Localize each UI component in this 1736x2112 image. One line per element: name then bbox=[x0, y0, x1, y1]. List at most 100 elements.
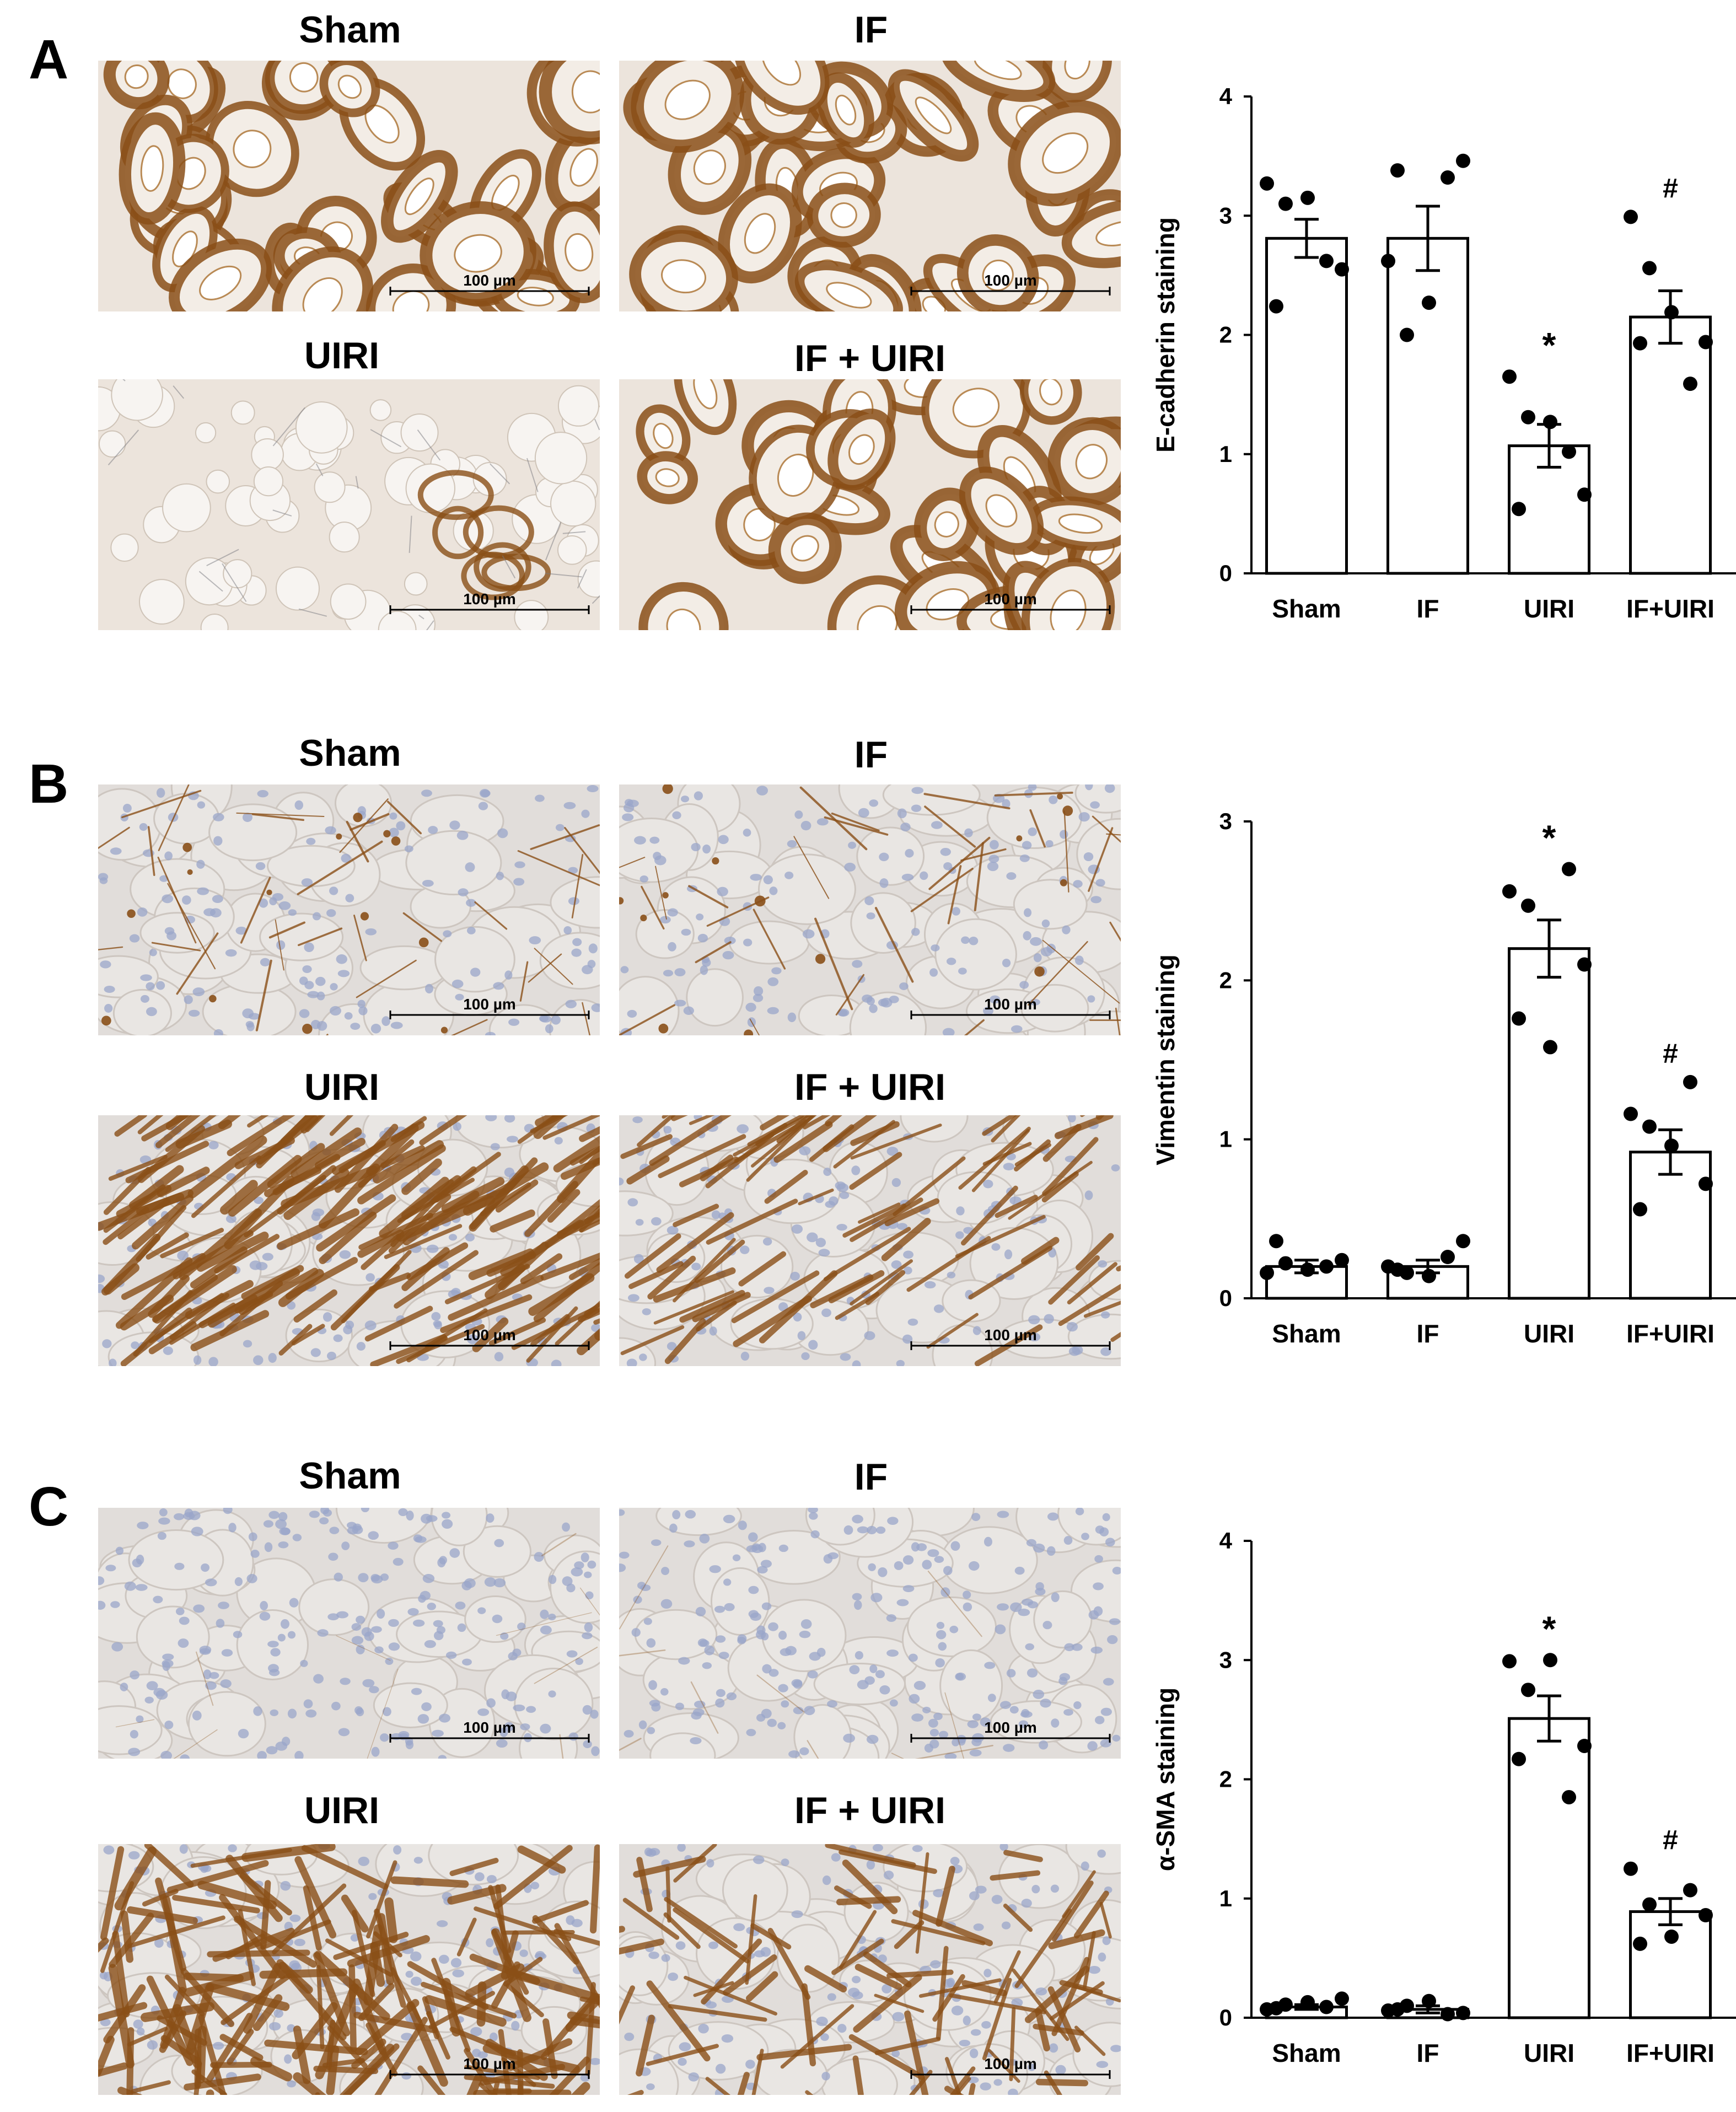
image-label-b-if-uiri: IF + UIRI bbox=[794, 1066, 945, 1108]
data-point bbox=[1456, 153, 1470, 168]
bar bbox=[1629, 315, 1712, 575]
x-tick-label: IF bbox=[1417, 594, 1439, 623]
data-point bbox=[1502, 884, 1517, 899]
micrograph-a-sham: 100 µm bbox=[98, 61, 600, 311]
data-point bbox=[1624, 1106, 1638, 1121]
image-label-c-if: IF bbox=[854, 1456, 888, 1498]
data-point bbox=[1664, 305, 1679, 320]
significance-marker: # bbox=[1663, 1825, 1678, 1856]
data-point bbox=[1699, 1908, 1713, 1923]
x-tick-label: IF+UIRI bbox=[1626, 2039, 1714, 2067]
data-point bbox=[1642, 1119, 1657, 1134]
micrograph-drawing: 100 µm bbox=[98, 1844, 600, 2095]
data-point bbox=[1521, 1683, 1535, 1697]
micrograph-c-if-uiri: 100 µm bbox=[619, 1844, 1121, 2095]
data-point bbox=[1441, 2007, 1455, 2022]
panel-letter-b: B bbox=[29, 753, 69, 815]
data-point bbox=[1577, 487, 1592, 502]
micrograph-b-uiri: 100 µm bbox=[98, 1115, 600, 1366]
scale-bar-label: 100 µm bbox=[984, 272, 1037, 289]
micrograph-a-if-uiri: 100 µm bbox=[619, 379, 1121, 630]
y-tick-label: 0 bbox=[1219, 2004, 1232, 2030]
data-point bbox=[1422, 1269, 1436, 1283]
data-point bbox=[1319, 2000, 1334, 2014]
data-point bbox=[1260, 176, 1274, 191]
data-point bbox=[1683, 1883, 1697, 1898]
image-label-b-if: IF bbox=[854, 734, 888, 776]
significance-marker: * bbox=[1542, 818, 1556, 858]
data-point bbox=[1633, 1202, 1647, 1217]
x-tick-label: IF bbox=[1417, 2039, 1439, 2067]
y-tick-label: 1 bbox=[1219, 1885, 1232, 1911]
x-tick-label: UIRI bbox=[1524, 594, 1574, 623]
y-tick-label: 2 bbox=[1219, 1766, 1232, 1792]
significance-marker: * bbox=[1542, 1609, 1556, 1648]
data-point bbox=[1335, 1991, 1349, 2006]
data-point bbox=[1562, 1789, 1576, 1804]
data-point bbox=[1624, 1861, 1638, 1876]
data-point bbox=[1300, 190, 1315, 205]
micrograph-c-sham: 100 µm bbox=[98, 1508, 600, 1759]
bar bbox=[1508, 947, 1590, 1300]
micrograph-b-if-uiri: 100 µm bbox=[619, 1115, 1121, 1366]
data-point bbox=[1381, 254, 1395, 268]
data-point bbox=[1456, 1234, 1470, 1249]
image-label-a-if: IF bbox=[854, 9, 888, 51]
data-point bbox=[1335, 262, 1349, 277]
data-point bbox=[1521, 898, 1535, 913]
data-point bbox=[1278, 1256, 1293, 1271]
micrograph-b-sham: 100 µm bbox=[98, 784, 600, 1035]
bar-chart: 0 1 2 3 4 E-cadherin staining Sham IF * UIRI # IF+U… bbox=[1151, 83, 1736, 623]
scale-bar-label: 100 µm bbox=[463, 1326, 516, 1343]
x-tick-label: UIRI bbox=[1524, 2039, 1574, 2067]
chart-e-cadherin: 0 1 2 3 4 E-cadherin staining Sham IF * UIRI # IF+U… bbox=[1125, 72, 1736, 656]
data-point bbox=[1512, 1751, 1526, 1766]
scale-bar-label: 100 µm bbox=[463, 272, 516, 289]
data-point bbox=[1633, 1936, 1647, 1951]
y-tick-label: 1 bbox=[1219, 1126, 1232, 1152]
data-point bbox=[1664, 1138, 1679, 1153]
scale-bar-label: 100 µm bbox=[984, 1326, 1037, 1343]
bar bbox=[1265, 237, 1348, 575]
data-point bbox=[1278, 196, 1293, 211]
micrograph-drawing: 100 µm bbox=[619, 61, 1121, 311]
x-tick-label: UIRI bbox=[1524, 1319, 1574, 1348]
scale-bar-label: 100 µm bbox=[463, 2055, 516, 2072]
data-point bbox=[1441, 170, 1455, 185]
y-axis-label: E-cadherin staining bbox=[1151, 217, 1180, 453]
data-point bbox=[1422, 1993, 1436, 2008]
data-point bbox=[1642, 261, 1657, 276]
data-point bbox=[1269, 299, 1283, 314]
y-tick-label: 2 bbox=[1219, 322, 1232, 348]
data-point bbox=[1683, 377, 1697, 391]
scale-bar-label: 100 µm bbox=[984, 590, 1037, 608]
image-label-b-uiri: UIRI bbox=[304, 1066, 379, 1108]
micrograph-drawing: 100 µm bbox=[98, 1508, 600, 1759]
data-point bbox=[1300, 1995, 1315, 2009]
micrograph-drawing: 100 µm bbox=[98, 61, 600, 311]
image-label-c-if-uiri: IF + UIRI bbox=[794, 1789, 945, 1831]
y-tick-label: 0 bbox=[1219, 1285, 1232, 1311]
data-point bbox=[1441, 1250, 1455, 1265]
bar-chart: 0 1 2 3 4 α-SMA staining Sham IF * UIRI # IF+UIRI bbox=[1151, 1528, 1736, 2067]
data-point bbox=[1562, 444, 1576, 459]
micrograph-drawing: 100 µm bbox=[619, 1115, 1121, 1366]
x-tick-label: IF+UIRI bbox=[1626, 1319, 1714, 1348]
chart-vimentin: 0 1 2 3 Vimentin staining Sham IF * UIRI # IF+UIRI bbox=[1125, 797, 1736, 1381]
micrograph-drawing: 100 µm bbox=[619, 784, 1121, 1035]
data-point bbox=[1512, 502, 1526, 517]
scale-bar-label: 100 µm bbox=[984, 996, 1037, 1013]
x-tick-label: Sham bbox=[1272, 2039, 1341, 2067]
y-tick-label: 2 bbox=[1219, 967, 1232, 993]
data-point bbox=[1562, 862, 1576, 877]
micrograph-a-if: 100 µm bbox=[619, 61, 1121, 311]
data-point bbox=[1624, 209, 1638, 224]
x-tick-label: IF+UIRI bbox=[1626, 594, 1714, 623]
panel-letter-c: C bbox=[29, 1476, 69, 1538]
micrograph-drawing: 100 µm bbox=[619, 1844, 1121, 2095]
data-point bbox=[1269, 1234, 1283, 1249]
y-tick-label: 3 bbox=[1219, 808, 1232, 834]
image-label-c-sham: Sham bbox=[299, 1455, 401, 1497]
data-point bbox=[1260, 1265, 1274, 1280]
x-tick-label: Sham bbox=[1272, 594, 1341, 623]
